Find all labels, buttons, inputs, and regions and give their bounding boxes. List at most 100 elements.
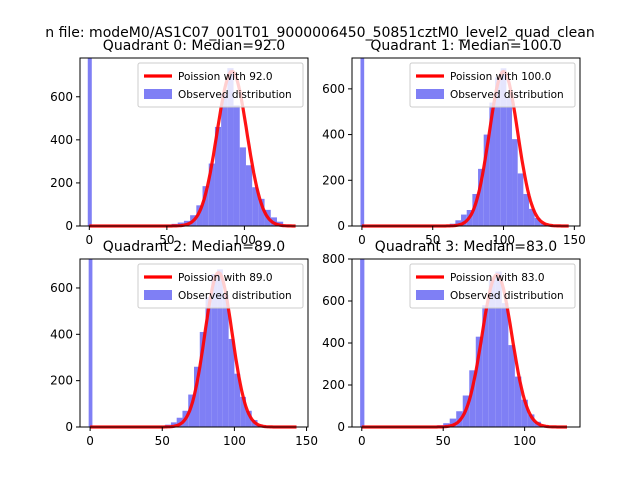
subplot-title: Quadrant 0: Median=92.0 xyxy=(103,38,285,54)
legend: Poission with 83.0 Observed distribution xyxy=(409,263,576,309)
subplot-quadrant-0: Quadrant 0: Median=92.0 0 50 100 0 200 400 600 P… xyxy=(50,38,309,247)
legend-label-poisson: Poission with 89.0 xyxy=(178,272,273,284)
histogram-bar xyxy=(245,165,253,226)
x-tick-label: 50 xyxy=(425,233,440,247)
histogram-bar xyxy=(514,376,522,427)
x-tick-label: 150 xyxy=(563,233,586,247)
y-tick-label: 400 xyxy=(322,336,345,350)
histogram-spike-bar xyxy=(360,259,365,427)
x-tick-label: 100 xyxy=(513,434,536,448)
legend: Poission with 92.0 Observed distribution xyxy=(137,62,304,108)
histogram-bar xyxy=(529,208,535,226)
legend-patch-swatch xyxy=(416,290,444,300)
histogram-spike-bar xyxy=(360,58,365,226)
histogram-bar xyxy=(488,280,496,427)
histogram-bar xyxy=(469,370,476,427)
y-tick-label: 200 xyxy=(322,173,345,187)
histogram-bar xyxy=(475,336,483,427)
x-tick-label: 100 xyxy=(233,233,256,247)
y-tick-label: 200 xyxy=(50,176,73,190)
legend-label-observed: Observed distribution xyxy=(450,290,564,302)
histogram-bar xyxy=(461,214,467,226)
histogram-bar xyxy=(176,417,183,427)
x-tick-label: 0 xyxy=(85,233,93,247)
x-tick-label: 100 xyxy=(223,434,246,448)
histogram-bar xyxy=(472,194,479,226)
histogram-spike-bar xyxy=(87,58,92,226)
x-tick-label: 0 xyxy=(358,434,366,448)
histogram-bar xyxy=(252,187,259,226)
x-tick-label: 50 xyxy=(436,434,451,448)
x-tick-label: 50 xyxy=(155,434,170,448)
legend-label-observed: Observed distribution xyxy=(178,89,292,101)
axes-frame xyxy=(351,57,581,227)
histogram-bar xyxy=(205,297,212,427)
histogram-bar xyxy=(214,126,222,226)
histogram-bar xyxy=(228,338,235,427)
legend-label-poisson: Poission with 92.0 xyxy=(178,71,273,83)
histogram-bar xyxy=(240,396,246,427)
legend-label-poisson: Poission with 100.0 xyxy=(450,71,551,83)
histogram-bar xyxy=(527,414,535,427)
histogram-bar xyxy=(211,274,218,427)
x-tick-label: 100 xyxy=(492,233,515,247)
subplot-title: Quadrant 3: Median=83.0 xyxy=(375,239,557,255)
histogram-bars xyxy=(360,58,552,227)
y-tick-label: 0 xyxy=(337,219,345,233)
histogram-bar xyxy=(234,373,241,427)
histogram-bar xyxy=(482,305,489,427)
legend-box xyxy=(409,62,576,108)
histogram-bar xyxy=(517,173,524,226)
subplot-quadrant-2: Quadrant 2: Median=89.0 0 50 100 150 0 200 400 6… xyxy=(50,239,318,448)
y-tick-label: 400 xyxy=(50,133,73,147)
histogram-bar xyxy=(495,271,502,427)
histogram-bar xyxy=(194,366,200,427)
legend-label-observed: Observed distribution xyxy=(178,290,292,302)
legend-box xyxy=(137,62,304,108)
x-tick-label: 0 xyxy=(86,434,94,448)
histogram-bar xyxy=(245,410,252,427)
histogram-bar xyxy=(222,294,229,427)
histogram-bar xyxy=(239,147,246,226)
histogram-bar xyxy=(508,345,515,427)
histogram-bar xyxy=(196,205,203,226)
histogram-bars xyxy=(87,58,296,226)
subplot-title: Quadrant 2: Median=89.0 xyxy=(103,239,285,255)
y-tick-label: 400 xyxy=(50,327,73,341)
histogram-bar xyxy=(202,186,209,226)
figure-suptitle: n file: modeM0/AS1C07_001T01_9000006450_… xyxy=(45,25,594,41)
legend-patch-swatch xyxy=(416,89,444,99)
histogram-bar xyxy=(199,331,206,427)
histogram-bar xyxy=(500,68,507,227)
histogram-bar xyxy=(495,77,501,226)
y-tick-label: 600 xyxy=(322,294,345,308)
legend: Poission with 100.0 Observed distribution xyxy=(409,62,576,108)
histogram-bar xyxy=(478,168,484,226)
legend: Poission with 89.0 Observed distribution xyxy=(137,263,304,309)
legend-box xyxy=(409,263,576,309)
y-tick-label: 0 xyxy=(65,420,73,434)
y-tick-label: 600 xyxy=(50,90,73,104)
histogram-bar xyxy=(501,303,509,427)
legend-label-observed: Observed distribution xyxy=(450,89,564,101)
histogram-bar xyxy=(512,139,518,226)
y-tick-label: 0 xyxy=(65,219,73,233)
legend-patch-swatch xyxy=(144,290,172,300)
histogram-bar xyxy=(233,105,240,226)
x-tick-label: 0 xyxy=(358,233,366,247)
subplot-grid: Quadrant 0: Median=92.0 0 50 100 0 200 400 600 P… xyxy=(50,38,586,448)
axes-frame xyxy=(79,57,309,227)
y-tick-label: 600 xyxy=(322,82,345,96)
histogram-spike-bar xyxy=(88,259,93,427)
subplot-quadrant-3: Quadrant 3: Median=83.0 0 50 100 0 200 400 600 8… xyxy=(322,239,581,448)
histogram-bar xyxy=(455,220,462,226)
histogram-bar xyxy=(489,102,496,226)
y-tick-label: 800 xyxy=(322,252,345,266)
legend-label-poisson: Poission with 83.0 xyxy=(450,272,545,284)
histogram-bar xyxy=(217,269,223,427)
x-tick-label: 50 xyxy=(159,233,174,247)
axes-frame xyxy=(79,258,309,428)
y-tick-label: 200 xyxy=(322,378,345,392)
histogram-bar xyxy=(523,194,530,226)
